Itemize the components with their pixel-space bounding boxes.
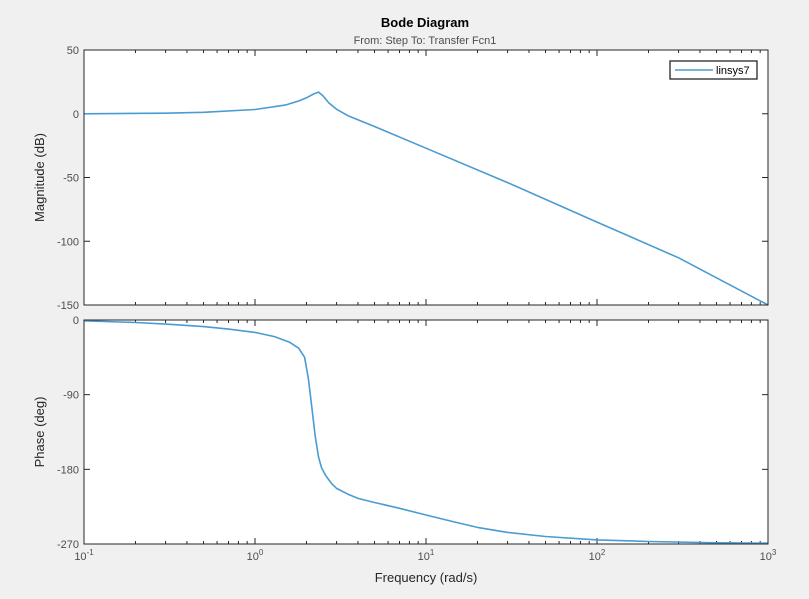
x-axis-label: Frequency (rad/s)	[375, 570, 478, 585]
legend-box	[669, 60, 758, 80]
y-tick-label: 0	[73, 315, 79, 327]
x-tick-label: 103	[760, 548, 777, 563]
y-tick-label: 0	[73, 109, 79, 121]
phase-axes-frame	[83, 319, 769, 545]
x-tick-label: 10-1	[74, 548, 94, 563]
legend: linsys7	[669, 60, 758, 80]
y-tick-label: -90	[63, 390, 79, 402]
phase-series-line	[83, 320, 769, 544]
y-tick-label: -180	[57, 464, 79, 476]
chart-title: Bode Diagram	[381, 15, 469, 30]
x-tick-label: 102	[589, 548, 606, 563]
magnitude-series-line	[83, 91, 769, 306]
y-tick-label: -50	[63, 173, 79, 185]
phase-axes-bg	[84, 320, 768, 544]
y-tick-label: -270	[57, 539, 79, 551]
legend-entry: linsys7	[716, 65, 750, 77]
magnitude-y-axis-label: Magnitude (dB)	[32, 133, 47, 222]
phase-y-axis-label: Phase (deg)	[32, 397, 47, 468]
y-tick-label: -100	[57, 236, 79, 248]
magnitude-panel: 50 0 -50 -100 -150 Magnitude (dB) linsys7	[32, 45, 769, 312]
x-tick-label: 100	[247, 548, 264, 563]
y-tick-label: -150	[57, 300, 79, 312]
magnitude-axes-bg	[84, 50, 768, 305]
y-tick-label: 50	[67, 45, 79, 57]
magnitude-axes-frame	[83, 49, 769, 306]
phase-panel: 0 -90 -180 -270 Phase (deg)	[32, 315, 769, 551]
chart-subtitle: From: Step To: Transfer Fcn1	[354, 35, 497, 47]
x-tick-label: 101	[418, 548, 435, 563]
